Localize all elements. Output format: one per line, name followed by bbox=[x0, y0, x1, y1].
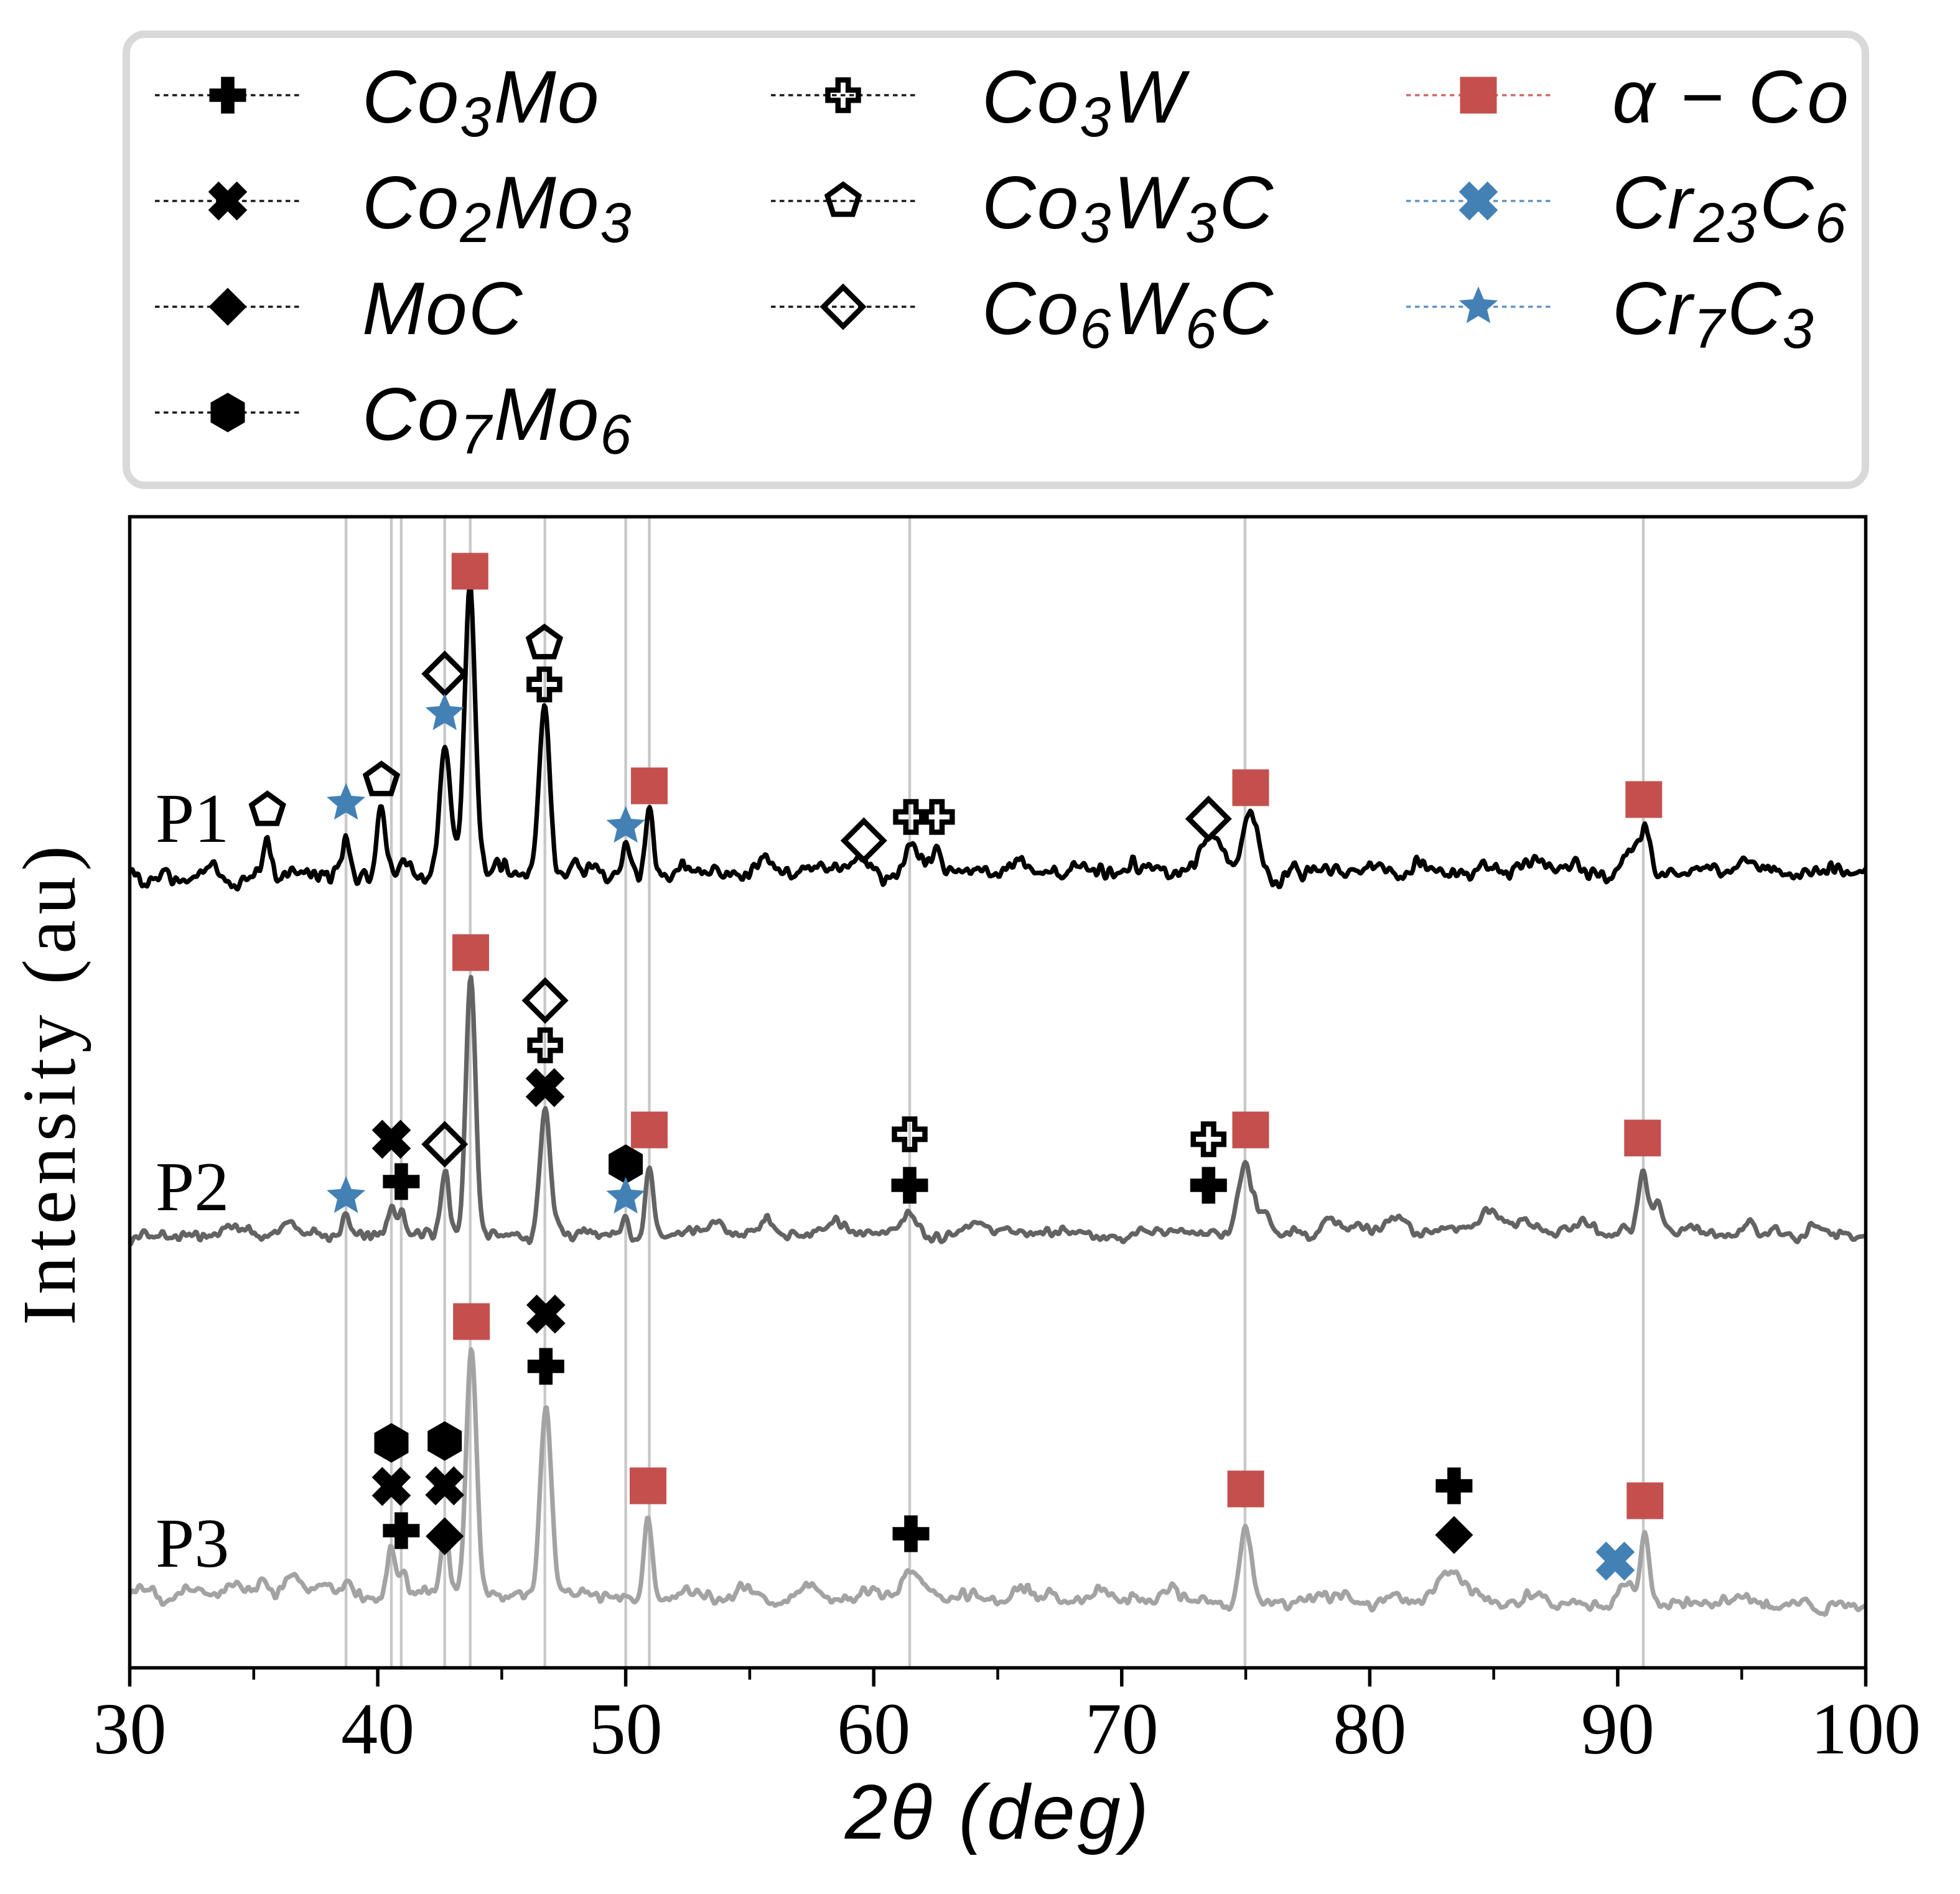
svg-text:Co3 W: Co3 W bbox=[982, 55, 1190, 149]
svg-text:60: 60 bbox=[837, 1688, 910, 1770]
svg-text:30: 30 bbox=[93, 1688, 167, 1770]
svg-text:Cr23 C6: Cr23 C6 bbox=[1612, 161, 1847, 254]
svg-text:Cr7 C3: Cr7 C3 bbox=[1612, 267, 1815, 360]
svg-text:70: 70 bbox=[1085, 1688, 1159, 1770]
svg-text:100: 100 bbox=[1811, 1688, 1921, 1770]
svg-text:P3: P3 bbox=[156, 1505, 229, 1582]
svg-text:80: 80 bbox=[1333, 1688, 1406, 1770]
svg-text:2θ (deg): 2θ (deg) bbox=[844, 1770, 1151, 1855]
svg-text:40: 40 bbox=[341, 1688, 414, 1770]
svg-text:Co3 Mo: Co3 Mo bbox=[362, 55, 600, 149]
svg-text:P1: P1 bbox=[156, 780, 229, 857]
svg-text:P2: P2 bbox=[156, 1149, 229, 1226]
svg-text:Co2 Mo3: Co2 Mo3 bbox=[362, 161, 633, 254]
svg-text:Co3 W3 C: Co3 W3 C bbox=[982, 161, 1274, 254]
svg-text:MoC: MoC bbox=[362, 267, 523, 350]
svg-text:Intensity (au): Intensity (au) bbox=[7, 840, 91, 1325]
svg-text:90: 90 bbox=[1581, 1688, 1654, 1770]
svg-text:α − Co: α − Co bbox=[1612, 55, 1854, 139]
svg-text:Co7 Mo6: Co7 Mo6 bbox=[362, 373, 633, 466]
svg-text:Co6 W6 C: Co6 W6 C bbox=[982, 267, 1274, 360]
svg-text:50: 50 bbox=[589, 1688, 663, 1770]
